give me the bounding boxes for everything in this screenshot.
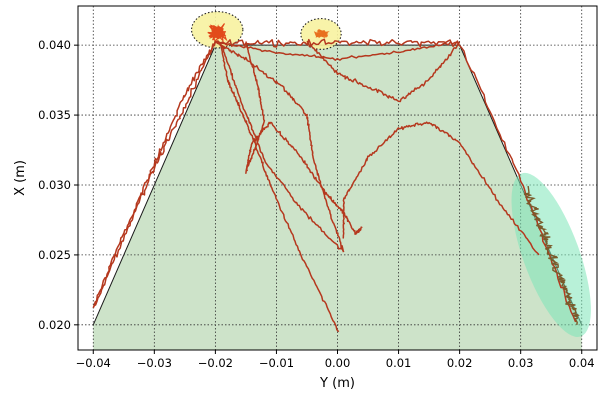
y-axis-ticks: 0.020 0.025 0.030 0.035 0.040 <box>38 38 78 332</box>
trajectory-line <box>245 41 363 236</box>
x-tick-label: 0.03 <box>508 356 534 370</box>
y-tick-label: 0.035 <box>38 108 71 122</box>
accessible-region <box>93 45 582 350</box>
x-tick-label: −0.04 <box>76 356 111 370</box>
x-axis-label: Y (m) <box>319 376 355 391</box>
x-tick-label: 0.02 <box>447 356 473 370</box>
y-tick-label: 0.025 <box>38 248 71 262</box>
trajectory-line <box>215 40 460 61</box>
hotspot-cluster <box>207 23 228 43</box>
x-tick-label: −0.02 <box>198 356 233 370</box>
hotspot-cluster <box>313 29 330 39</box>
y-tick-label: 0.030 <box>38 178 71 192</box>
hotspot-layer <box>207 23 580 326</box>
y-axis-label: X (m) <box>13 160 28 196</box>
series-layer <box>92 38 577 333</box>
trajectory-line <box>342 121 540 256</box>
x-tick-label: −0.01 <box>259 356 294 370</box>
x-axis-ticks: −0.04 −0.03 −0.02 −0.01 0.00 0.01 0.02 0.03 0.04 <box>76 350 595 370</box>
trajectory-line <box>92 38 577 323</box>
wall-cluster <box>523 185 580 326</box>
trajectory-line <box>220 45 345 253</box>
y-tick-label: 0.020 <box>38 318 71 332</box>
trajectory-line <box>306 40 461 103</box>
x-tick-label: −0.03 <box>137 356 172 370</box>
x-tick-label: 0.01 <box>386 356 412 370</box>
trajectory-line <box>92 40 216 309</box>
trajectory-line <box>219 41 340 333</box>
y-tick-label: 0.040 <box>38 38 71 52</box>
x-tick-label: 0.04 <box>569 356 595 370</box>
trajectory-line <box>215 41 345 253</box>
x-tick-label: 0.00 <box>325 356 351 370</box>
